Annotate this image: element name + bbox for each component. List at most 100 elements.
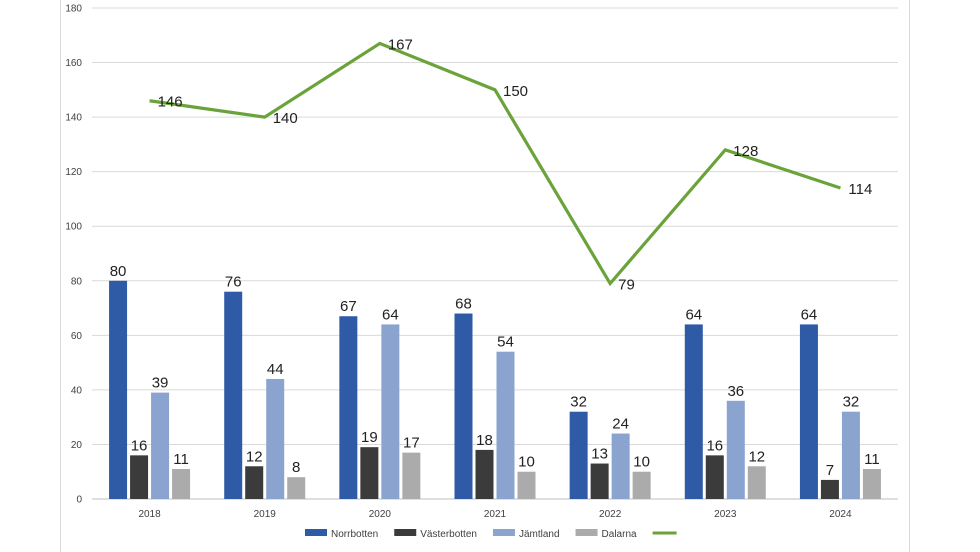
bar: [799, 324, 818, 499]
line-data-label: 114: [848, 181, 872, 198]
x-tick-label: 2021: [484, 509, 507, 520]
bar-data-label: 44: [267, 361, 284, 378]
bar-data-label: 80: [110, 263, 127, 280]
line-data-label: 146: [158, 94, 183, 111]
bar-data-label: 76: [225, 274, 242, 291]
x-tick-label: 2022: [599, 509, 622, 520]
bar-data-label: 64: [382, 306, 399, 323]
bar-data-label: 24: [612, 416, 629, 433]
y-tick-label: 60: [71, 331, 83, 342]
bar-data-label: 32: [570, 394, 587, 411]
x-tick-label: 2023: [714, 509, 737, 520]
bar-data-label: 39: [152, 375, 169, 392]
bar: [684, 324, 703, 499]
bar: [266, 378, 285, 499]
x-tick-label: 2018: [138, 509, 161, 520]
y-tick-label: 140: [65, 113, 82, 124]
bar-data-label: 12: [748, 448, 765, 465]
bar-data-label: 18: [476, 432, 493, 449]
bar-data-label: 64: [685, 306, 702, 323]
y-tick-label: 120: [65, 167, 82, 178]
legend-item: Norrbotten: [305, 529, 378, 540]
y-tick-label: 180: [65, 4, 82, 15]
bar: [496, 351, 515, 499]
bar: [224, 291, 243, 499]
y-tick-label: 160: [65, 58, 82, 69]
legend-label: Dalarna: [602, 529, 637, 540]
y-tick-label: 100: [65, 222, 82, 233]
bar: [590, 463, 609, 499]
legend-item: Jämtland: [492, 529, 560, 540]
x-tick-label: 2024: [829, 509, 852, 520]
legend-swatch: [492, 529, 515, 536]
y-tick-label: 20: [71, 440, 83, 451]
bar: [402, 452, 421, 499]
legend-label: Västerbotten: [420, 529, 477, 540]
bar: [632, 471, 651, 499]
bar: [820, 479, 839, 499]
bar: [726, 400, 745, 499]
y-axis: 0 20 40 60 80 100 120 140 160 180: [65, 4, 82, 506]
line-data-label: 167: [388, 36, 413, 53]
legend-swatch: [394, 529, 417, 536]
y-tick-label: 0: [76, 495, 82, 506]
bar-data-label: 32: [843, 394, 860, 411]
bar: [475, 449, 494, 499]
bar: [705, 455, 724, 499]
x-tick-label: 2019: [254, 509, 277, 520]
bar: [287, 477, 306, 499]
bar: [339, 316, 358, 499]
bar-data-label: 17: [403, 435, 420, 452]
line-series: [149, 41, 841, 287]
bar-data-label: 13: [591, 446, 608, 463]
line-data-label: 128: [733, 143, 758, 160]
bar: [245, 466, 264, 499]
bar: [569, 411, 588, 499]
bar-data-label: 64: [801, 306, 818, 323]
bar-data-label: 11: [173, 451, 189, 468]
legend-swatch: [305, 529, 327, 536]
bar-data-label: 8: [292, 459, 300, 476]
bar-data-label: 67: [340, 298, 357, 315]
bar-data-label: 12: [246, 448, 263, 465]
bar: [109, 280, 128, 499]
line-data-label: 79: [618, 277, 635, 294]
chart-frame: [60, 0, 910, 552]
gridlines: [92, 7, 898, 500]
bar-data-label: 19: [361, 429, 378, 446]
bar-data-label: 11: [864, 451, 880, 468]
bar: [130, 455, 149, 499]
y-tick-label: 40: [71, 385, 83, 396]
bar: [611, 433, 630, 499]
line-data-label: 140: [273, 110, 298, 127]
bar-data-label: 54: [497, 334, 514, 351]
line-series-path: [149, 41, 841, 287]
bar: [841, 411, 860, 499]
bar-data-label: 36: [727, 383, 744, 400]
bar: [747, 466, 766, 499]
legend-label: Jämtland: [519, 529, 560, 540]
bar-data-label: 68: [455, 296, 472, 313]
legend-item: Dalarna: [575, 529, 637, 540]
bar: [151, 392, 170, 499]
legend-label: Norrbotten: [331, 529, 378, 540]
bar: [454, 313, 473, 499]
bar: [381, 324, 400, 499]
y-tick-label: 80: [71, 276, 83, 287]
legend-swatch: [575, 529, 598, 536]
x-tick-label: 2020: [369, 509, 392, 520]
bar-data-label: 10: [633, 454, 650, 471]
bar: [862, 468, 881, 499]
x-axis: 2018 2019 2020 2021 2022 2023 2024: [138, 509, 852, 520]
legend-item: Västerbotten: [394, 529, 477, 540]
bar-data-label: 16: [706, 437, 723, 454]
bar: [360, 447, 379, 499]
bar: [172, 468, 191, 499]
legend: Norrbotten Västerbotten Jämtland Dalarna: [305, 529, 677, 540]
bar-data-label: 10: [518, 454, 535, 471]
bar-data-label: 7: [826, 462, 834, 479]
bar-data-label: 16: [131, 437, 148, 454]
bar-series: [109, 280, 881, 499]
